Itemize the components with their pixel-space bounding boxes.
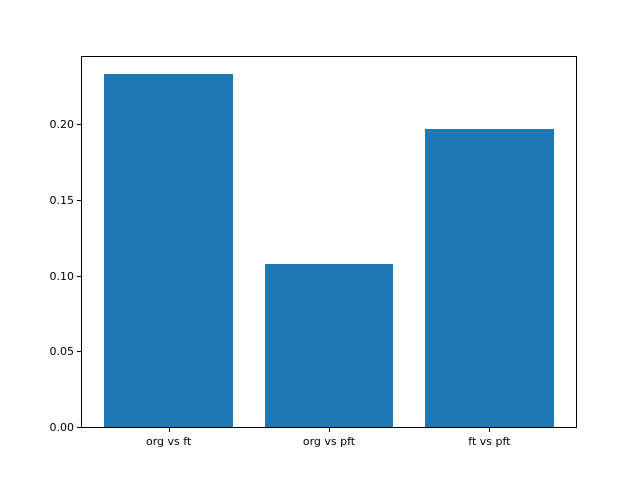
- y-tick-mark: [77, 351, 81, 353]
- x-tick-label: org vs pft: [302, 435, 356, 448]
- x-tick-mark: [489, 428, 491, 432]
- x-tick-mark: [329, 428, 330, 432]
- bar-ft-vs-pft: [425, 128, 554, 427]
- bar-org-vs-ft: [104, 74, 233, 427]
- y-tick-label: 0.20: [49, 118, 75, 132]
- y-tick-mark: [77, 275, 81, 277]
- plot-area: [81, 56, 577, 428]
- bars-layer: [82, 57, 576, 427]
- y-tick-mark: [77, 427, 81, 428]
- x-tick-label: ft vs pft: [468, 435, 511, 448]
- y-tick-label: 0.00: [49, 421, 75, 434]
- x-tick-label: org vs ft: [145, 435, 192, 448]
- y-tick-label: 0.05: [49, 345, 75, 359]
- y-tick-mark: [77, 200, 81, 201]
- y-tick-label: 0.10: [49, 269, 75, 283]
- x-tick-mark: [168, 428, 170, 432]
- bar-org-vs-pft: [264, 263, 394, 427]
- y-tick-mark: [77, 124, 81, 126]
- y-tick-label: 0.15: [49, 194, 75, 207]
